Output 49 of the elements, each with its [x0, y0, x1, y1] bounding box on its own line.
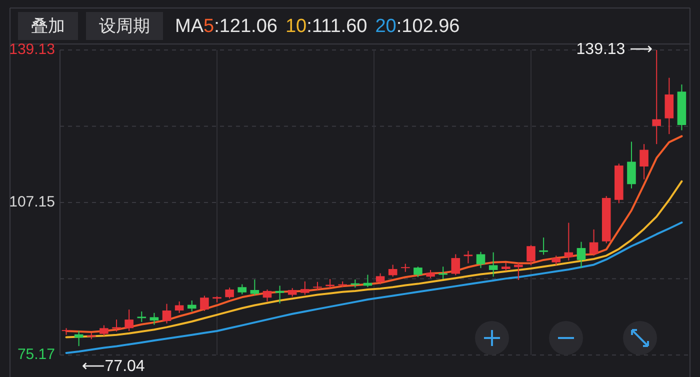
- candlestick: [414, 266, 422, 278]
- text: :102.96: [396, 16, 460, 38]
- text: 20: [375, 16, 396, 38]
- candlestick: [476, 251, 486, 269]
- text: 5: [204, 16, 214, 38]
- candlestick: [162, 303, 172, 324]
- candlestick: [564, 222, 574, 261]
- candlestick: [137, 310, 146, 322]
- candlestick: [124, 309, 134, 332]
- candlestick: [464, 250, 473, 264]
- candlestick: [376, 272, 385, 285]
- candlestick: [514, 262, 523, 280]
- candlestick: [250, 279, 260, 296]
- candlestick: [238, 284, 247, 295]
- text: 叠加: [31, 16, 65, 36]
- candlestick: [526, 244, 536, 266]
- candlestick: [112, 319, 121, 332]
- legend-title: MA: [175, 16, 204, 38]
- candlestick: [275, 285, 284, 304]
- text: 设周期: [99, 16, 150, 36]
- text: :121.06: [214, 16, 278, 38]
- text: ⟵77.04: [82, 358, 145, 376]
- candlestick: [100, 324, 108, 336]
- annotation: 139.13 ⟶: [576, 41, 653, 58]
- y-tick-label: 139.13: [9, 40, 55, 58]
- candlestick: [627, 141, 636, 189]
- candlestick: [589, 228, 598, 256]
- candlestick: [388, 264, 398, 278]
- text: :111.60: [306, 16, 368, 38]
- candlestick: [225, 287, 234, 300]
- candlestick: [451, 254, 460, 276]
- candlestick: [664, 77, 674, 135]
- y-tick-label: 75.17: [17, 346, 55, 363]
- candlestick: [488, 252, 498, 278]
- y-tick-label: 107.15: [9, 193, 55, 210]
- candlestick: [300, 280, 310, 296]
- candlestick: [150, 312, 159, 326]
- text: 10: [285, 16, 307, 38]
- candlestick: [652, 50, 661, 145]
- line-series: [65, 221, 683, 354]
- candlestick: [539, 237, 548, 256]
- candlestick: [174, 300, 184, 314]
- line-series: [65, 180, 683, 338]
- candlestick: [200, 295, 209, 312]
- candlestick: [552, 255, 561, 266]
- candlestick: [262, 289, 272, 302]
- candlestick: [640, 144, 648, 180]
- candlestick: [187, 300, 196, 312]
- candlestick: [576, 241, 586, 269]
